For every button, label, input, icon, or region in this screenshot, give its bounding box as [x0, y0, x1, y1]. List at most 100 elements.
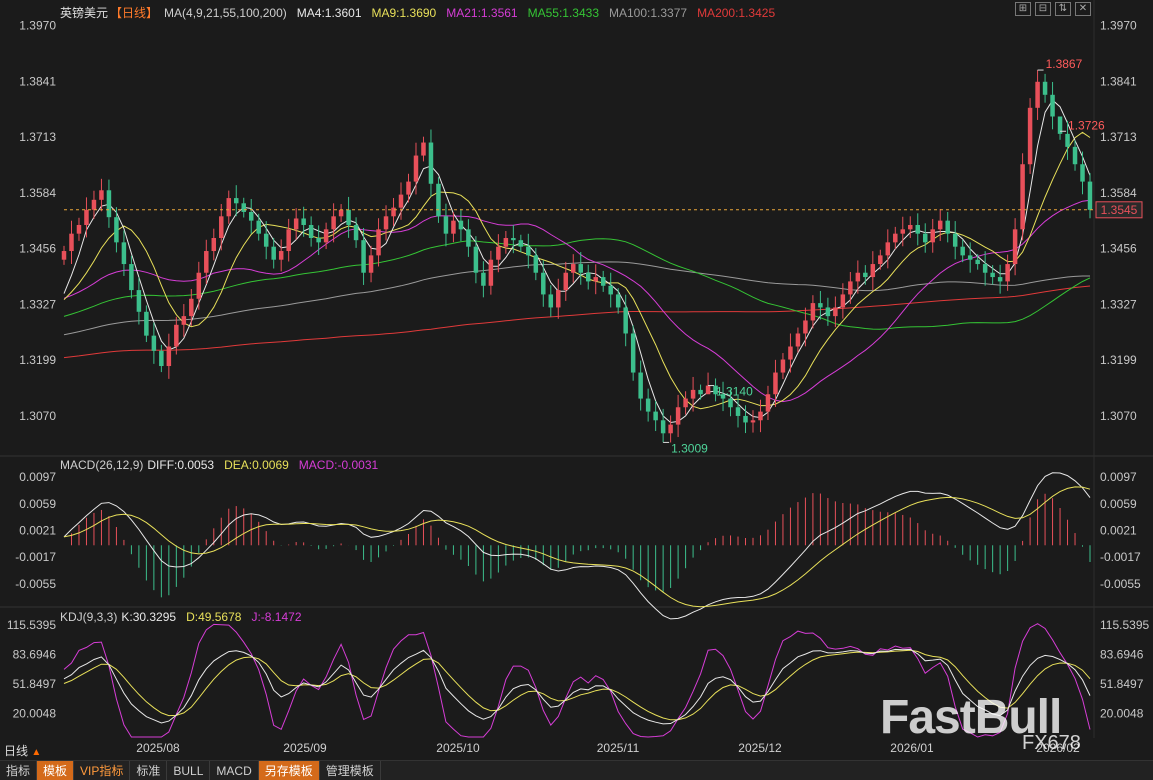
price-tick-right: 1.3070	[1100, 409, 1137, 423]
candle-body	[323, 229, 329, 243]
annotation-label: 1.3009	[671, 441, 708, 455]
kdj-legend: KDJ(9,3,3) K:30.3295 D:49.5678 J:-8.1472	[60, 610, 312, 624]
candle-body	[780, 359, 786, 373]
tab-save-template[interactable]: 另存模板	[258, 761, 320, 780]
candle-body	[908, 224, 913, 230]
period-tab[interactable]: 日线 ▲	[4, 742, 41, 759]
candle-body	[765, 394, 771, 412]
candle-body	[600, 277, 606, 286]
candle-body	[1072, 146, 1078, 165]
candle-body	[1080, 164, 1085, 182]
candle-body	[443, 216, 449, 234]
candle-body	[69, 233, 74, 252]
candle-body	[391, 207, 396, 217]
tab-macd[interactable]: MACD	[210, 761, 259, 780]
annotation-label: 1.3726	[1068, 118, 1105, 132]
candle-body	[863, 272, 868, 278]
date-tick: 2026/02	[1036, 741, 1080, 755]
tab-manage-template[interactable]: 管理模板	[320, 761, 381, 780]
candle-body	[383, 216, 389, 230]
candle-body	[376, 229, 381, 256]
candle-body	[256, 220, 261, 234]
candle-body	[660, 420, 666, 434]
candle-body	[293, 218, 299, 230]
candle-body	[368, 255, 374, 273]
candle-body	[997, 277, 1003, 282]
candle-body	[615, 294, 621, 308]
candle-body	[556, 290, 561, 308]
tab-indicator[interactable]: 指标	[0, 761, 38, 780]
candle-body	[488, 259, 494, 286]
candle-body	[585, 272, 591, 282]
close-icon[interactable]: ✕	[1075, 2, 1091, 16]
candle-body	[301, 218, 306, 225]
candle-body	[204, 251, 209, 273]
candle-body	[630, 333, 636, 373]
tab-vip-indicator[interactable]: VIP指标	[74, 761, 131, 780]
brand-watermark-sub: FX678	[1022, 732, 1081, 754]
kdj-tick-right: 115.5395	[1100, 618, 1149, 632]
candle-body	[593, 277, 598, 282]
annotation-label: 1.3867	[1046, 57, 1083, 71]
candle-body	[428, 142, 434, 184]
candle-body	[99, 190, 104, 200]
candle-body	[1042, 81, 1048, 95]
tab-standard[interactable]: 标准	[130, 761, 168, 780]
candle-body	[316, 238, 321, 243]
ma200-line	[63, 285, 1091, 359]
candle-body	[361, 240, 366, 273]
ma4-line	[63, 99, 1091, 424]
price-tick-right: 1.3456	[1100, 241, 1137, 255]
macd-tick-left: 0.0059	[19, 497, 56, 511]
candle-body	[1020, 164, 1025, 230]
main-legend: 英镑美元 【日线】 MA(4,9,21,55,100,200) MA4:1.3601 M…	[60, 4, 785, 21]
candle-body	[278, 251, 284, 260]
candle-body	[181, 316, 187, 325]
ma100-line	[63, 261, 1090, 336]
candle-body	[248, 211, 254, 221]
candle-body	[990, 272, 995, 278]
annotation-label: 1.3140	[716, 385, 753, 399]
tab-template[interactable]: 模板	[37, 761, 75, 780]
candle-body	[803, 320, 808, 334]
candle-body	[1065, 133, 1070, 147]
candle-body	[526, 246, 531, 256]
candle-body	[91, 199, 97, 210]
candle-body	[735, 407, 741, 416]
candle-body	[121, 242, 127, 265]
candle-body	[848, 281, 853, 295]
minimize-icon[interactable]: ⊟	[1035, 2, 1051, 16]
candle-body	[241, 203, 246, 212]
kdj-tick-right: 20.0048	[1100, 707, 1144, 721]
price-tick-right: 1.3584	[1100, 186, 1137, 200]
swap-icon[interactable]: ⇅	[1055, 2, 1071, 16]
candle-body	[458, 220, 464, 230]
candle-body	[653, 411, 658, 421]
candle-body	[219, 216, 224, 239]
candle-body	[720, 394, 726, 399]
ma4-value: MA4:1.3601	[296, 6, 362, 20]
macd-tick-left: -0.0055	[15, 577, 56, 591]
date-tick: 2025/08	[136, 741, 180, 755]
grid-icon[interactable]: ⊞	[1015, 2, 1031, 16]
candle-body	[840, 294, 846, 308]
candle-body	[668, 424, 673, 434]
bottom-toolbar: 指标 模板 VIP指标 标准 BULL MACD 另存模板 管理模板	[0, 760, 1153, 780]
price-tick-right: 1.3841	[1100, 74, 1137, 88]
candle-body	[496, 246, 501, 260]
candle-body	[541, 272, 546, 295]
candle-body	[1050, 94, 1055, 117]
macd-title: MACD(26,12,9)	[60, 458, 144, 472]
kdj-tick-right: 83.6946	[1100, 647, 1144, 661]
candle-body	[466, 229, 471, 247]
candle-body	[922, 233, 928, 243]
candle-body	[818, 303, 823, 308]
kline-chart[interactable]: 1.3970 1.3970 1.3841 1.3841 1.3713 1.3713 1.35…	[0, 0, 1153, 760]
candle-body	[406, 181, 411, 195]
candle-body	[413, 155, 419, 182]
candle-body	[893, 233, 898, 243]
candle-body	[436, 183, 441, 217]
macd-legend: MACD(26,12,9) DIFF:0.0053 DEA:0.0069 MACD:-…	[60, 458, 388, 472]
kdj-title: KDJ(9,3,3)	[60, 610, 118, 624]
tab-bull[interactable]: BULL	[167, 761, 211, 780]
